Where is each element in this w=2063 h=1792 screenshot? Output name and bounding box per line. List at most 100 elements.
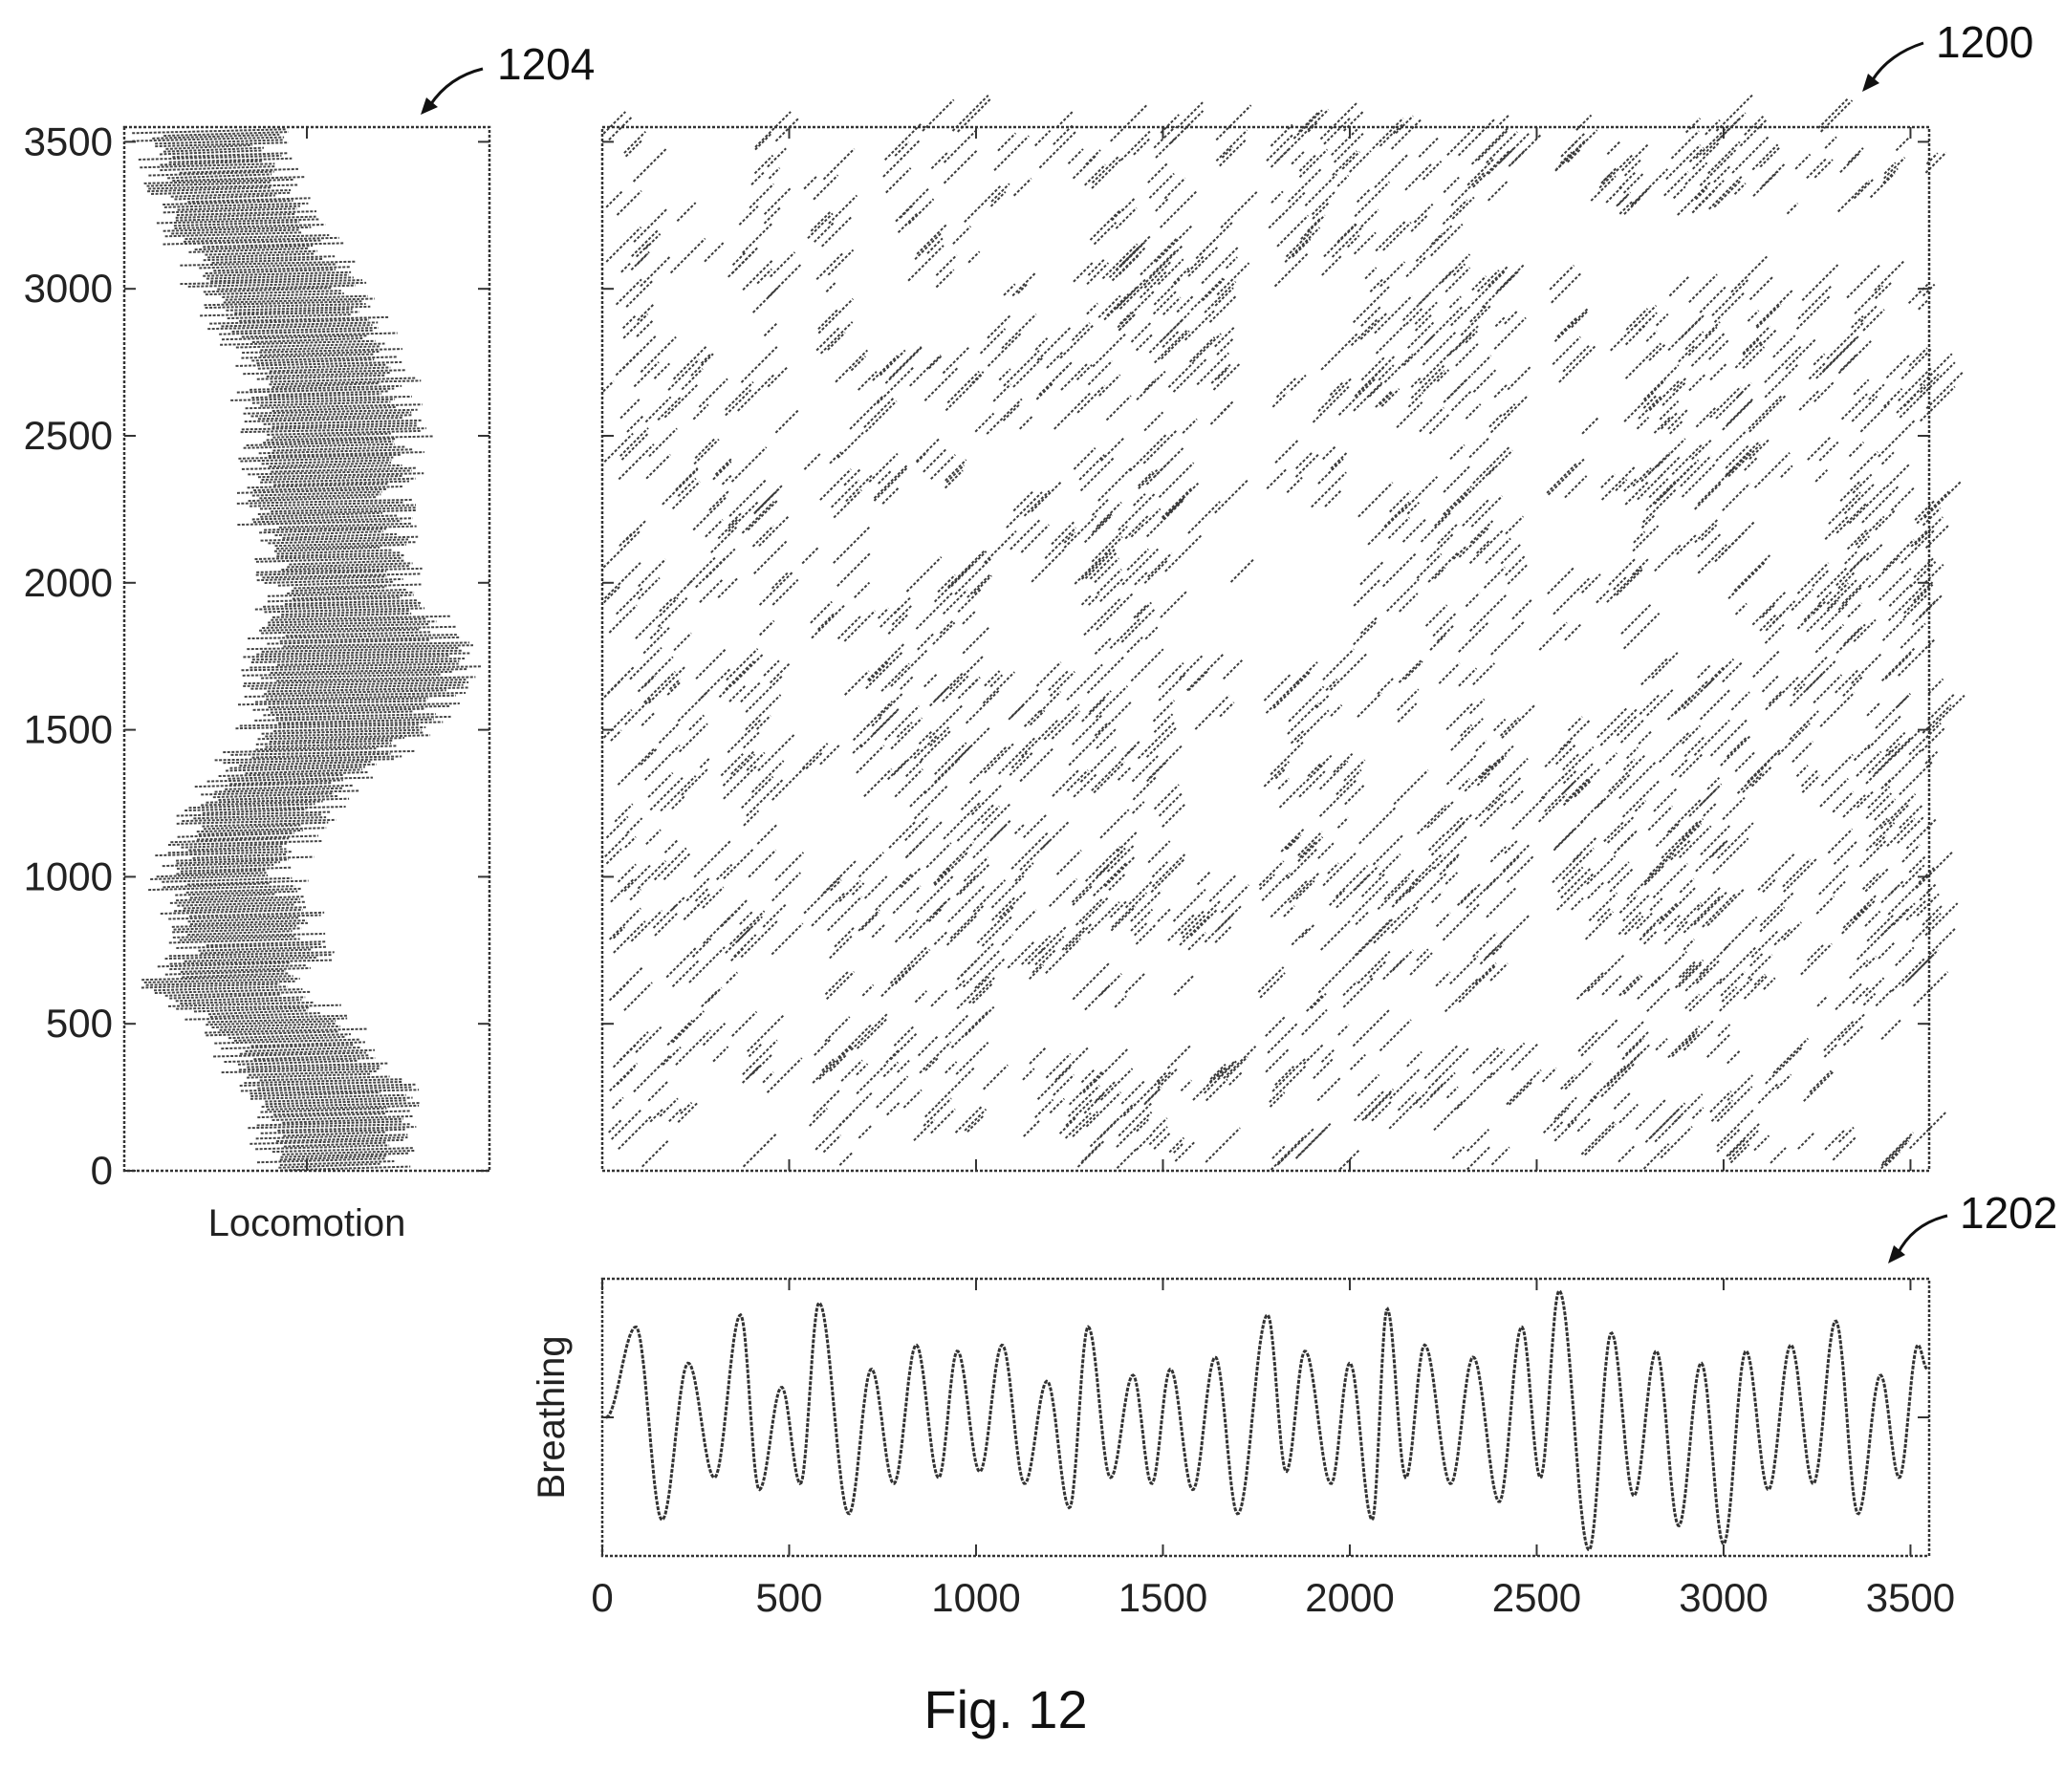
recurrence-mark — [927, 907, 944, 922]
locomotion-sample — [182, 972, 290, 979]
recurrence-mark — [1748, 276, 1773, 301]
recurrence-mark — [1761, 604, 1775, 618]
recurrence-mark — [1460, 723, 1473, 737]
recurrence-mark — [1489, 962, 1509, 982]
recurrence-mark — [1120, 197, 1137, 212]
locomotion-sample — [160, 165, 276, 172]
recurrence-mark — [1457, 132, 1482, 157]
recurrence-mark — [1679, 877, 1695, 894]
recurrence-mark — [1097, 700, 1133, 736]
recurrence-mark — [1864, 910, 1881, 927]
recurrence-mark — [1902, 594, 1928, 619]
recurrence-mark — [927, 355, 943, 370]
recurrence-mark — [1006, 491, 1043, 529]
recurrence-mark — [1226, 1056, 1249, 1079]
locomotion-sample — [219, 1025, 341, 1031]
recurrence-mark — [675, 1029, 711, 1066]
recurrence-mark — [613, 920, 646, 954]
recurrence-mark — [1556, 866, 1584, 894]
locomotion-sample — [250, 1041, 365, 1047]
locomotion-sample — [228, 773, 345, 780]
recurrence-mark — [1711, 279, 1748, 316]
recurrence-mark — [629, 888, 641, 901]
locomotion-sample — [236, 387, 395, 394]
recurrence-mark — [602, 380, 615, 393]
recurrence-mark — [923, 1097, 952, 1127]
locomotion-sample — [153, 985, 288, 992]
recurrence-mark — [662, 468, 699, 506]
recurrence-mark — [645, 453, 671, 480]
recurrence-mark — [1301, 1008, 1328, 1036]
recurrence-mark — [1474, 789, 1505, 820]
recurrence-mark — [873, 464, 908, 499]
recurrence-mark — [731, 251, 747, 267]
recurrence-mark — [638, 576, 661, 600]
recurrence-mark — [894, 948, 931, 985]
locomotion-sample — [221, 1068, 381, 1074]
recurrence-mark — [1027, 947, 1045, 965]
recurrence-mark — [962, 950, 1001, 988]
recurrence-mark — [637, 304, 654, 321]
recurrence-mark — [688, 556, 716, 584]
recurrence-mark — [677, 691, 708, 723]
recurrence-mark — [1510, 134, 1542, 165]
recurrence-mark — [1021, 935, 1052, 965]
recurrence-mark — [1489, 394, 1530, 434]
recurrence-mark — [1369, 277, 1384, 292]
recurrence-mark — [726, 648, 759, 681]
locomotion-sample — [175, 890, 298, 896]
recurrence-mark — [1068, 735, 1099, 766]
recurrence-mark — [1495, 114, 1510, 129]
recurrence-mark — [753, 154, 774, 175]
recurrence-mark — [1401, 518, 1426, 543]
locomotion-sample — [193, 1006, 309, 1013]
recurrence-mark — [658, 723, 680, 745]
recurrence-mark — [1485, 946, 1498, 960]
recurrence-mark — [1554, 139, 1587, 171]
recurrence-mark — [1485, 537, 1511, 565]
recurrence-mark — [1331, 126, 1360, 156]
recurrence-mark — [1884, 1151, 1900, 1167]
recurrence-mark — [1275, 147, 1291, 162]
recurrence-mark — [1318, 778, 1358, 817]
recurrence-mark — [1590, 175, 1617, 202]
recurrence-mark — [1618, 761, 1657, 800]
recurrence-mark — [1499, 717, 1520, 737]
recurrence-mark — [1587, 953, 1626, 992]
recurrence-mark — [1276, 1128, 1315, 1166]
recurrence-mark — [967, 250, 981, 264]
recurrence-mark — [1691, 1107, 1705, 1119]
recurrence-mark — [1509, 789, 1524, 804]
recurrence-mark — [1864, 977, 1885, 997]
recurrence-mark — [1353, 381, 1383, 412]
locomotion-sample — [148, 885, 295, 892]
recurrence-mark — [967, 676, 981, 689]
recurrence-mark — [1153, 125, 1176, 149]
locomotion-sample — [239, 315, 389, 322]
recurrence-mark — [1823, 1021, 1855, 1051]
recurrence-mark — [1118, 281, 1147, 310]
recurrence-mark — [1596, 772, 1632, 809]
recurrence-mark — [1504, 310, 1518, 325]
recurrence-mark — [1298, 154, 1317, 172]
recurrence-mark — [1551, 272, 1582, 304]
recurrence-mark — [1201, 246, 1240, 285]
recurrence-mark — [1681, 818, 1705, 841]
recurrence-mark — [663, 839, 679, 853]
locomotion-sample — [223, 297, 375, 304]
locomotion-sample — [264, 525, 417, 531]
recurrence-mark — [1395, 876, 1421, 903]
recurrence-mark — [1329, 381, 1343, 397]
recurrence-mark — [1002, 403, 1020, 421]
recurrence-mark — [1009, 750, 1034, 776]
recurrence-mark — [1427, 551, 1460, 583]
locomotion-sample — [277, 580, 394, 587]
recurrence-mark — [1119, 234, 1152, 267]
recurrence-mark — [685, 876, 711, 902]
recurrence-mark — [875, 872, 914, 911]
recurrence-mark — [1651, 652, 1679, 680]
recurrence-mark — [1319, 101, 1358, 140]
recurrence-mark — [817, 309, 838, 331]
recurrence-mark — [755, 714, 771, 730]
recurrence-mark — [947, 550, 986, 588]
